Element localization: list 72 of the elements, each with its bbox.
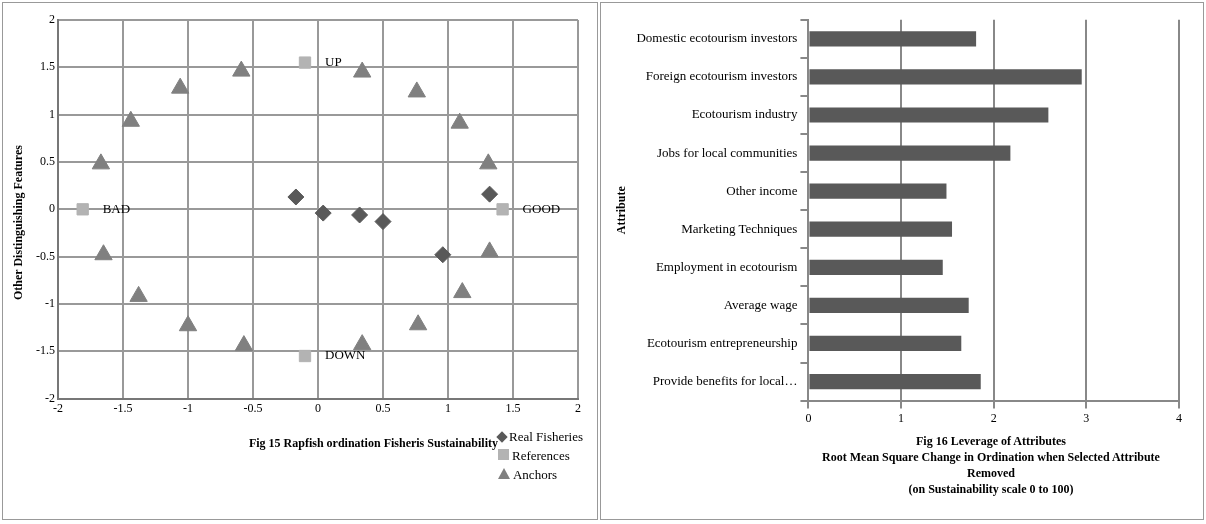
bar (809, 297, 969, 314)
point (129, 285, 148, 302)
point (453, 282, 472, 299)
point (232, 60, 251, 77)
point (408, 314, 428, 331)
y-tick-label: Average wage (723, 296, 798, 312)
annotation: BAD (102, 200, 131, 216)
y-tick-label: 2 (49, 12, 55, 27)
point (94, 244, 113, 261)
legend-label: Real Fisheries (508, 429, 583, 444)
point (298, 349, 312, 363)
y-tick-label: Ecotourism entrepreneurship (646, 334, 798, 350)
y-tick-label: Domestic ecotourism investors (636, 30, 798, 46)
annotation: UP (325, 54, 342, 70)
annotation: DOWN (325, 347, 367, 363)
legend-label: Anchors (512, 467, 558, 482)
y-tick-label: -1 (45, 296, 55, 311)
point (171, 77, 190, 94)
x-tick-label: 0.5 (375, 400, 391, 415)
x-tick-label: -0.5 (243, 400, 263, 415)
y-axis-title: Attribute (614, 185, 629, 235)
x-tick-label: 1 (445, 400, 451, 415)
x-tick-label: 0 (805, 410, 812, 425)
y-tick-label: Jobs for local communities (656, 144, 798, 160)
bar (809, 145, 1011, 161)
y-tick-label: 1 (49, 106, 55, 121)
point (450, 112, 469, 129)
point (234, 335, 254, 352)
bar (809, 183, 947, 199)
bar (809, 31, 977, 47)
y-tick-label: Provide benefits for local… (652, 372, 798, 388)
bar (809, 373, 981, 390)
point (353, 61, 372, 78)
bar (809, 335, 962, 352)
x-tick-label: 4 (1176, 410, 1182, 425)
point (407, 81, 426, 98)
text: (on Sustainability scale 0 to 100) (907, 481, 1075, 497)
annotation: GOOD (522, 200, 561, 216)
y-tick-label: -2 (45, 390, 55, 405)
text: Fig 16 Leverage of Attributes (915, 433, 1067, 449)
y-axis-title: Other Distinguishing Features (11, 144, 26, 303)
y-tick-label: -1.5 (36, 343, 55, 358)
point (91, 153, 111, 170)
point (353, 334, 372, 351)
y-tick-label: Other income (726, 182, 798, 198)
point (480, 241, 499, 258)
y-tick-label: 1.5 (40, 59, 55, 74)
y-tick-label: Employment in ecotourism (655, 258, 798, 274)
y-tick-label: Ecotourism industry (691, 106, 798, 122)
point (178, 315, 198, 332)
y-tick-label: Foreign ecotourism investors (645, 68, 798, 84)
bar (809, 69, 1082, 85)
bar (809, 221, 953, 237)
bar (809, 259, 943, 275)
y-tick-label: Marketing Techniques (681, 220, 798, 236)
y-tick-label: 0.5 (40, 154, 55, 169)
text: Fig 15 Rapfish ordination Fisheris Sustainability (248, 435, 498, 452)
x-tick-label: 2 (990, 410, 997, 425)
x-axis-title: Root Mean Square Change in Ordination when Selected Attribute Removed (821, 449, 1161, 481)
x-tick-label: -1.5 (113, 400, 133, 415)
x-tick-label: 2 (575, 400, 581, 415)
x-tick-label: 1.5 (505, 400, 521, 415)
legend-label: References (511, 448, 570, 463)
bar (809, 107, 1049, 123)
point (479, 153, 498, 170)
x-tick-label: 1 (898, 410, 905, 425)
y-tick-label: -0.5 (36, 248, 55, 263)
x-tick-label: 3 (1083, 410, 1090, 425)
x-tick-label: 0 (315, 400, 321, 415)
y-tick-label: 0 (49, 201, 55, 216)
point (121, 110, 140, 127)
x-tick-label: -1 (183, 400, 193, 415)
